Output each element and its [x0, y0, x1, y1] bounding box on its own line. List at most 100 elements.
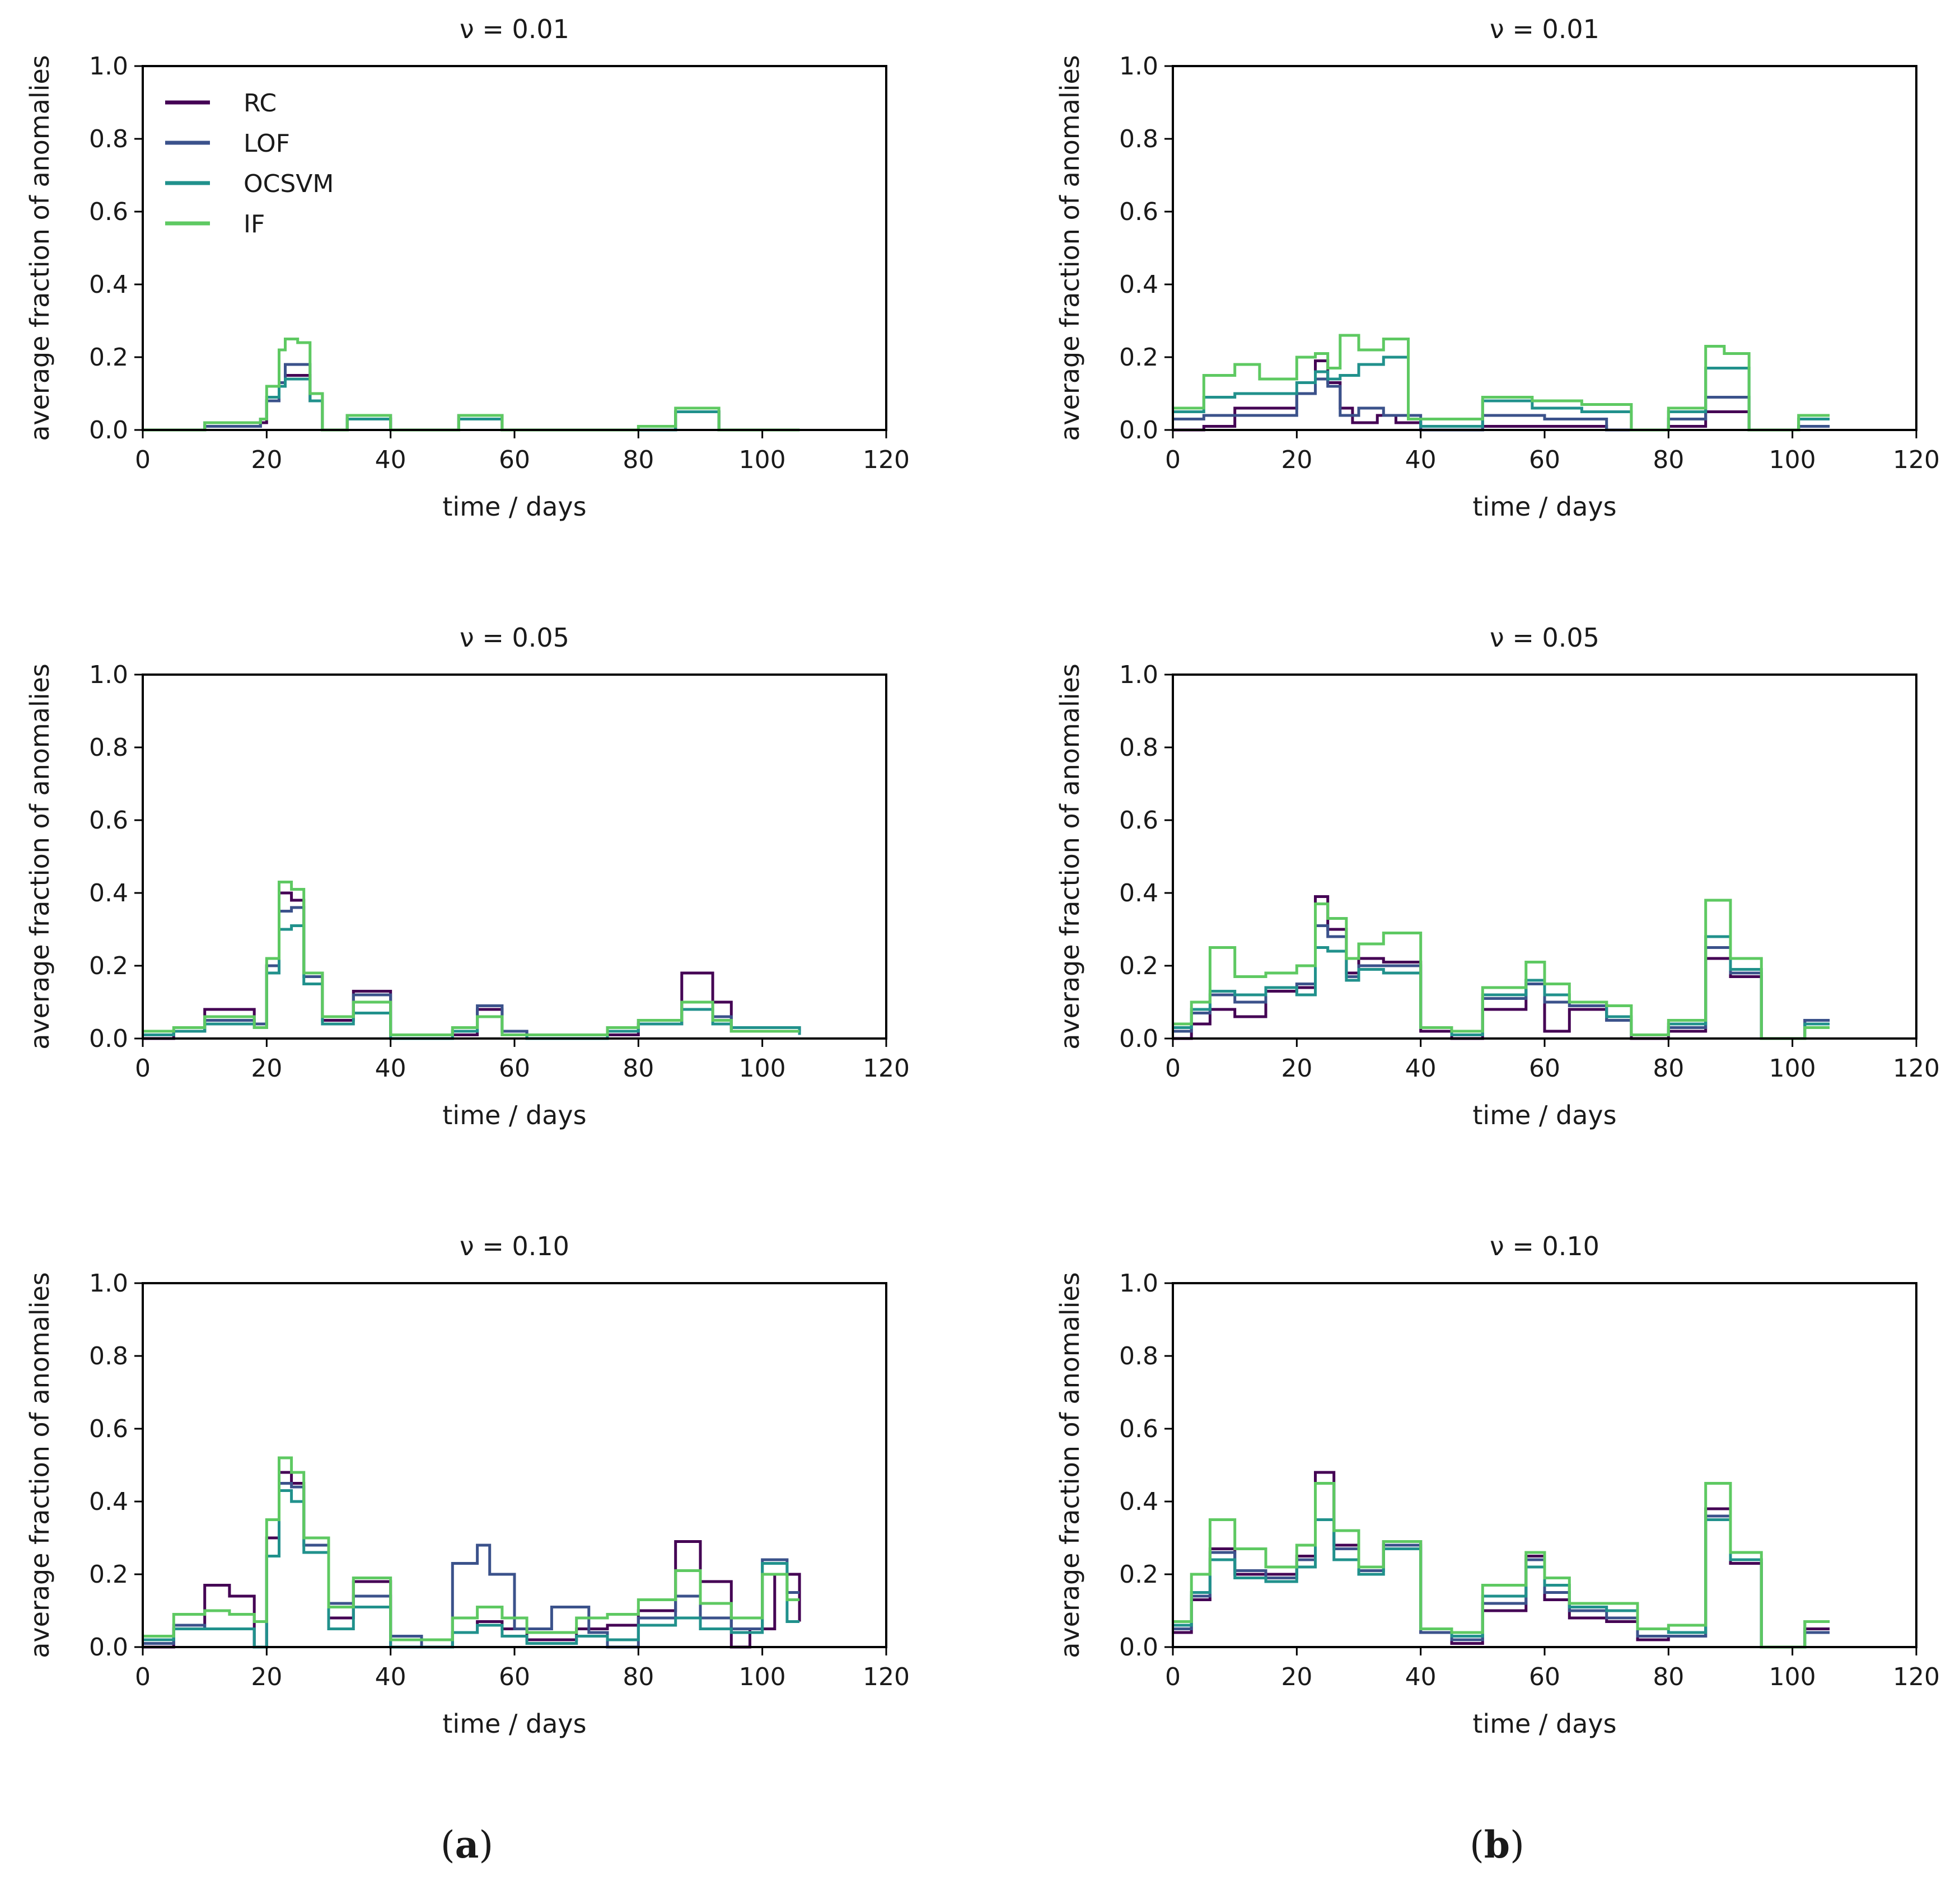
y-tick-label-b-1-1: 0.2 [1119, 343, 1158, 372]
y-tick-label-b-2-0: 0.0 [1119, 1025, 1158, 1053]
plot-frame-a-1 [142, 65, 887, 431]
y-axis-label-a-1: average fraction of anomalies [25, 55, 55, 441]
y-tick-label-a-1-2: 0.4 [89, 270, 128, 299]
panel-a-1: 0 20 40 60 80 100 120 0.0 0.2 0.4 0.6 0.8 1.0 ν = 0.0… [25, 14, 910, 522]
panel-title-a-1: ν = 0.01 [460, 14, 569, 44]
y-tick-label-a-3-2: 0.4 [89, 1488, 128, 1516]
x-tick-label-b-2-4: 80 [1653, 1054, 1684, 1083]
panel-title-b-1: ν = 0.01 [1490, 14, 1599, 44]
y-tick-label-a-1-1: 0.2 [89, 343, 128, 372]
panel-tag-open-a: ( [441, 1823, 455, 1867]
x-tick-label-a-3-5: 100 [739, 1663, 786, 1691]
y-tick-label-a-3-5: 1.0 [89, 1269, 128, 1298]
x-tick-label-a-2-1: 20 [251, 1054, 282, 1083]
plot-frame-b-1 [1172, 65, 1917, 431]
legend-label-if: IF [244, 210, 265, 238]
panel-tag-close-b: ) [1510, 1823, 1524, 1867]
panel-title-b-3: ν = 0.10 [1490, 1231, 1599, 1261]
y-tick-label-b-1-5: 1.0 [1119, 52, 1158, 81]
panel-tag-letter-a: a [455, 1823, 479, 1867]
panel-tag-close-a: ) [479, 1823, 493, 1867]
x-axis-label-b-1: time / days [1472, 492, 1616, 522]
y-tick-label-b-2-5: 1.0 [1119, 661, 1158, 689]
panel-a-2: 0 20 40 60 80 100 120 0.0 0.2 0.4 0.6 0.8 1.0 ν = 0.0… [25, 623, 910, 1130]
y-tick-label-b-3-1: 0.2 [1119, 1560, 1158, 1589]
series-line-rc-b-1 [1173, 359, 1830, 432]
series-line-if-a-2 [143, 881, 800, 1036]
y-tick-label-b-2-2: 0.4 [1119, 879, 1158, 908]
x-tick-label-b-2-2: 40 [1405, 1054, 1437, 1083]
y-tick-label-b-1-3: 0.6 [1119, 198, 1158, 226]
x-tick-label-b-1-0: 0 [1165, 446, 1181, 474]
y-tick-label-a-1-0: 0.0 [89, 416, 128, 445]
series-line-ocsvm-b-1 [1173, 356, 1830, 432]
legend-label-rc: RC [244, 89, 277, 118]
x-tick-label-a-1-2: 40 [375, 446, 406, 474]
panel-b-1: 0 20 40 60 80 100 120 0.0 0.2 0.4 0.6 0.8 1.0 ν = 0.0… [1055, 14, 1940, 522]
series-line-lof-b-1 [1173, 377, 1830, 432]
y-tick-label-b-3-5: 1.0 [1119, 1269, 1158, 1298]
legend: RC LOF OCSVM IF [165, 89, 334, 238]
x-tick-label-b-1-2: 40 [1405, 446, 1437, 474]
x-tick-label-a-3-1: 20 [251, 1663, 282, 1691]
panel-title-a-3: ν = 0.10 [460, 1231, 569, 1261]
y-tick-label-b-2-1: 0.2 [1119, 952, 1158, 980]
panel-a-3: 0 20 40 60 80 100 120 0.0 0.2 0.4 0.6 0.8 1.0 ν = 0.1… [25, 1231, 910, 1739]
y-tick-label-a-3-1: 0.2 [89, 1560, 128, 1589]
panel-b-2: 0 20 40 60 80 100 120 0.0 0.2 0.4 0.6 0.8 1.0 ν = 0.0… [1055, 623, 1940, 1130]
y-tick-label-a-2-5: 1.0 [89, 661, 128, 689]
panel-tag-letter-b: b [1484, 1823, 1510, 1867]
y-tick-label-a-2-3: 0.6 [89, 806, 128, 835]
x-tick-label-b-2-1: 20 [1281, 1054, 1312, 1083]
x-axis-label-b-2: time / days [1472, 1100, 1616, 1130]
y-axis-label-b-1: average fraction of anomalies [1055, 55, 1085, 441]
y-tick-label-a-2-0: 0.0 [89, 1025, 128, 1053]
x-tick-label-a-1-6: 120 [863, 446, 910, 474]
x-tick-label-b-2-0: 0 [1165, 1054, 1181, 1083]
panel-title-a-2: ν = 0.05 [460, 623, 569, 653]
x-tick-label-b-1-1: 20 [1281, 446, 1312, 474]
series-line-if-b-2 [1173, 899, 1830, 1040]
x-tick-label-b-3-0: 0 [1165, 1663, 1181, 1691]
series-line-if-b-1 [1173, 334, 1830, 432]
x-tick-label-a-1-1: 20 [251, 446, 282, 474]
x-tick-label-b-1-5: 100 [1769, 446, 1816, 474]
x-tick-label-b-1-4: 80 [1653, 446, 1684, 474]
y-tick-label-b-3-2: 0.4 [1119, 1488, 1158, 1516]
series-line-ocsvm-a-3 [143, 1489, 800, 1649]
x-tick-label-a-1-4: 80 [623, 446, 654, 474]
x-tick-label-b-2-6: 120 [1893, 1054, 1940, 1083]
y-tick-label-a-2-2: 0.4 [89, 879, 128, 908]
legend-label-lof: LOF [244, 129, 290, 158]
x-tick-label-b-3-3: 60 [1529, 1663, 1560, 1691]
series-line-if-a-3 [143, 1456, 800, 1641]
x-tick-label-b-3-5: 100 [1769, 1663, 1816, 1691]
x-tick-label-a-2-6: 120 [863, 1054, 910, 1083]
x-tick-label-a-1-0: 0 [135, 446, 151, 474]
y-tick-label-b-1-0: 0.0 [1119, 416, 1158, 445]
x-tick-label-a-2-5: 100 [739, 1054, 786, 1083]
x-tick-label-a-3-0: 0 [135, 1663, 151, 1691]
y-tick-label-b-3-3: 0.6 [1119, 1415, 1158, 1443]
y-tick-label-a-3-4: 0.8 [89, 1342, 128, 1371]
x-tick-label-b-3-2: 40 [1405, 1663, 1437, 1691]
x-axis-label-a-2: time / days [442, 1100, 586, 1130]
x-tick-label-a-3-3: 60 [499, 1663, 530, 1691]
y-tick-label-b-2-3: 0.6 [1119, 806, 1158, 835]
y-axis-label-a-3: average fraction of anomalies [25, 1272, 55, 1658]
x-tick-label-a-3-6: 120 [863, 1663, 910, 1691]
panel-tag-a: (a) [441, 1823, 493, 1867]
y-axis-label-b-3: average fraction of anomalies [1055, 1272, 1085, 1658]
panel-tag-b: (b) [1470, 1823, 1524, 1867]
y-tick-label-b-1-4: 0.8 [1119, 125, 1158, 153]
y-tick-label-a-3-3: 0.6 [89, 1415, 128, 1443]
y-tick-label-b-1-2: 0.4 [1119, 270, 1158, 299]
x-tick-label-a-1-5: 100 [739, 446, 786, 474]
x-tick-label-a-3-4: 80 [623, 1663, 654, 1691]
y-axis-label-b-2: average fraction of anomalies [1055, 663, 1085, 1050]
x-axis-label-a-3: time / days [442, 1709, 586, 1739]
x-tick-label-a-2-3: 60 [499, 1054, 530, 1083]
x-tick-label-b-3-6: 120 [1893, 1663, 1940, 1691]
x-tick-label-b-3-4: 80 [1653, 1663, 1684, 1691]
y-tick-label-b-3-0: 0.0 [1119, 1633, 1158, 1662]
